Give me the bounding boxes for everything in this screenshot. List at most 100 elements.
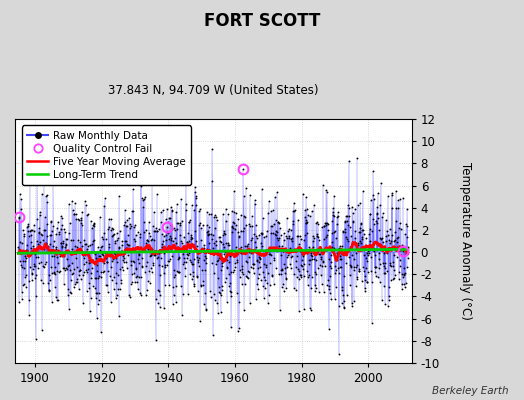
Point [260, 248, 269, 254]
Point [54, 250, 63, 257]
Point [49, 222, 57, 229]
Point [129, 208, 137, 214]
Point [157, 208, 165, 215]
Point [337, 264, 345, 270]
Point [238, 270, 247, 277]
Point [41, 226, 49, 233]
Point [332, 235, 340, 241]
Point [330, 229, 339, 236]
Point [32, 237, 41, 244]
Point [29, 227, 38, 234]
Point [45, 287, 53, 294]
Point [299, 191, 307, 197]
Point [294, 308, 303, 314]
Point [174, 220, 182, 227]
Point [101, 194, 109, 201]
Point [382, 232, 390, 239]
Point [294, 276, 303, 282]
Point [328, 239, 336, 246]
Point [330, 244, 338, 251]
Point [166, 256, 174, 262]
Point [178, 312, 187, 318]
Point [199, 222, 208, 228]
Point [185, 219, 193, 225]
Point [20, 258, 29, 264]
Point [188, 261, 196, 268]
Point [354, 241, 362, 248]
Point [214, 275, 222, 282]
Point [290, 270, 299, 277]
Point [284, 247, 292, 253]
Point [281, 276, 290, 283]
Point [384, 193, 392, 200]
Point [205, 211, 213, 217]
Point [396, 256, 405, 263]
Point [362, 285, 370, 291]
Point [288, 252, 296, 259]
Point [313, 264, 322, 271]
Point [290, 247, 299, 254]
Point [128, 258, 137, 264]
Point [161, 264, 169, 270]
Point [141, 194, 149, 201]
Point [78, 209, 86, 216]
Point [18, 227, 27, 233]
Point [343, 213, 351, 219]
Point [330, 193, 339, 199]
Point [111, 240, 119, 246]
Point [285, 250, 293, 256]
Point [48, 228, 57, 234]
Point [235, 234, 243, 240]
Point [16, 248, 25, 255]
Point [213, 248, 221, 255]
Point [196, 318, 204, 324]
Point [68, 246, 76, 252]
Point [21, 253, 29, 260]
Point [232, 222, 240, 228]
Point [199, 282, 207, 288]
Point [143, 287, 151, 293]
Point [228, 225, 237, 232]
Point [23, 248, 31, 254]
Point [271, 216, 280, 223]
Point [356, 220, 365, 226]
Point [179, 251, 187, 257]
Point [256, 264, 265, 270]
Point [301, 220, 310, 226]
Point [277, 284, 286, 290]
Point [181, 243, 190, 250]
Point [378, 214, 387, 220]
Point [37, 277, 46, 283]
Point [221, 218, 230, 224]
Point [353, 274, 362, 280]
Point [276, 224, 284, 231]
Point [232, 251, 241, 258]
Point [165, 215, 173, 222]
Point [348, 204, 357, 210]
Point [80, 237, 88, 244]
Point [298, 248, 307, 254]
Point [237, 263, 246, 269]
Point [68, 198, 77, 204]
Point [251, 197, 259, 204]
Point [188, 201, 196, 208]
Point [239, 166, 247, 172]
Point [212, 261, 221, 267]
Point [73, 237, 82, 243]
Point [178, 218, 187, 224]
Point [217, 239, 225, 246]
Point [244, 249, 253, 255]
Point [157, 254, 166, 261]
Point [194, 259, 202, 266]
Point [57, 240, 66, 247]
Point [270, 257, 279, 264]
Point [106, 273, 114, 279]
Point [24, 220, 32, 227]
Point [380, 250, 388, 256]
Point [111, 250, 119, 257]
Point [278, 266, 286, 272]
Point [68, 271, 76, 277]
Point [136, 231, 144, 238]
Point [259, 283, 267, 290]
Point [45, 286, 53, 293]
